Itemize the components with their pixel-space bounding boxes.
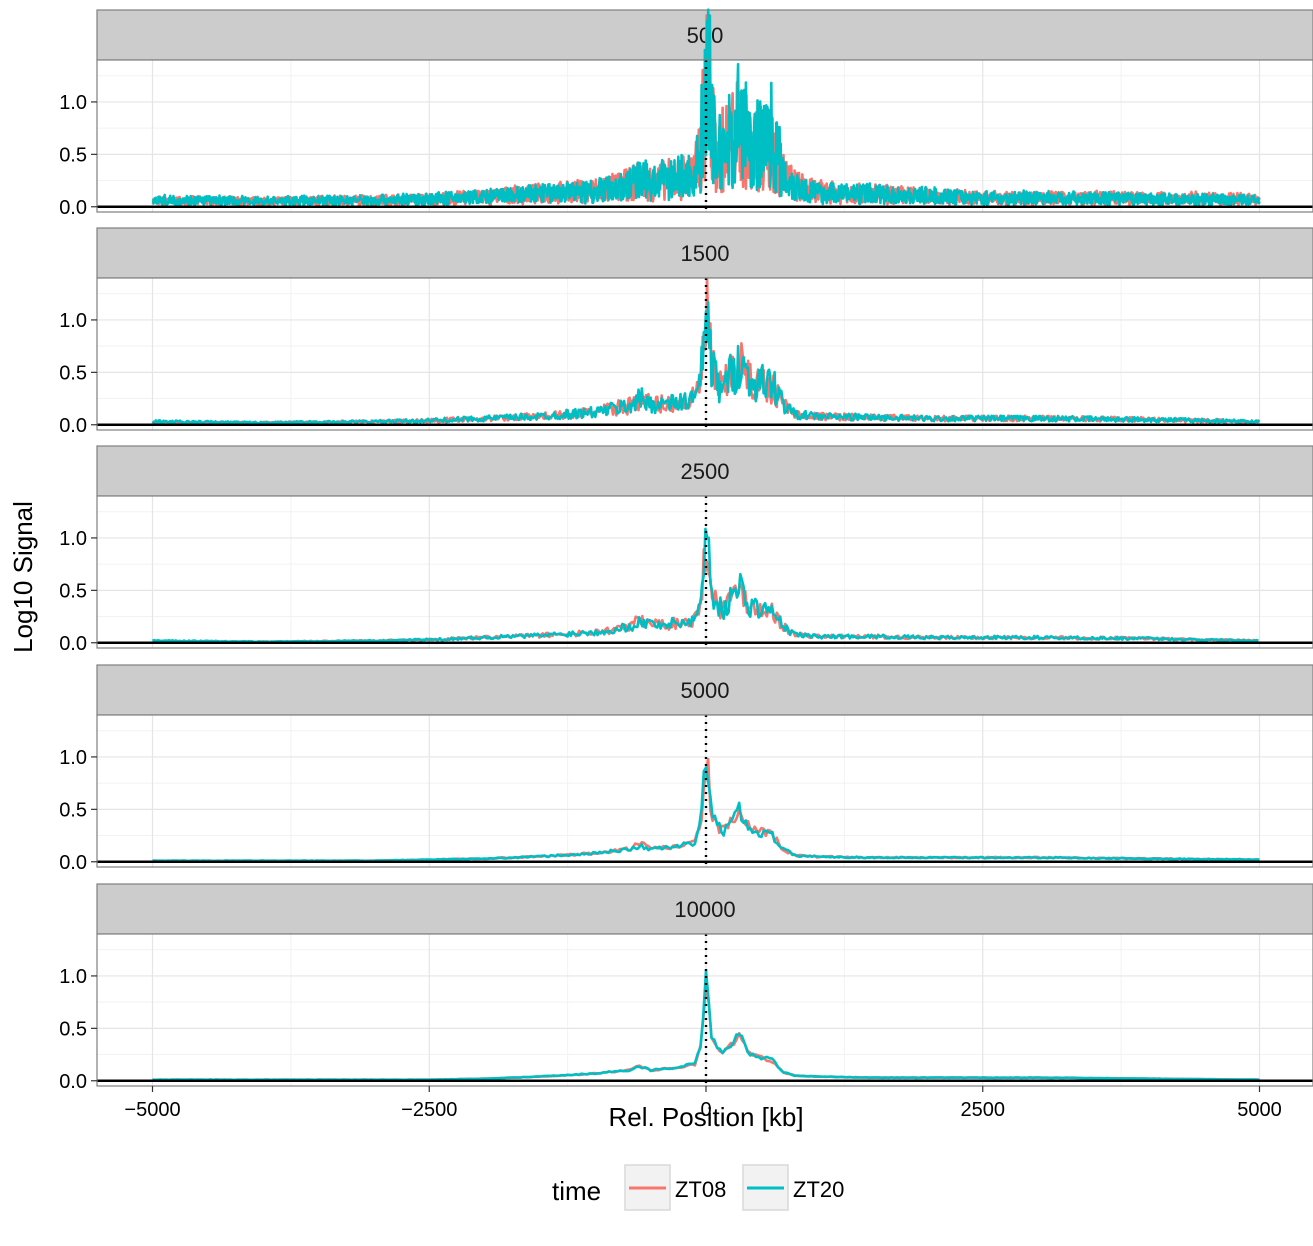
- panels-layer: 5000.00.51.015000.00.51.025000.00.51.050…: [59, 8, 1313, 1093]
- panel-1500: 1500 0.0 0.5 1.0: [59, 227, 1313, 437]
- y-tick-label: 0.5: [59, 799, 87, 821]
- y-axis-title: Log10 Signal: [8, 501, 38, 653]
- y-tick-label: 0.0: [59, 1071, 87, 1093]
- y-tick-label: 0.5: [59, 1018, 87, 1040]
- panel-10000: 10000 0.0 0.5 1.0: [59, 883, 1313, 1093]
- series-line-zt20: [151, 8, 1261, 208]
- facet-label: 10000: [674, 897, 735, 922]
- legend: time ZT08 ZT20: [552, 1164, 844, 1211]
- legend-title: time: [552, 1176, 601, 1206]
- panel-2500: 2500 0.0 0.5 1.0: [59, 445, 1313, 655]
- y-tick-label: 1.0: [59, 92, 87, 114]
- x-tick-label: −5000: [124, 1099, 180, 1121]
- y-tick-label: 1.0: [59, 528, 87, 550]
- panel-border: [96, 59, 1313, 213]
- facet-label: 1500: [681, 241, 730, 266]
- y-tick-label: 1.0: [59, 310, 87, 332]
- panel-5000: 5000 0.0 0.5 1.0: [59, 664, 1313, 874]
- facet-strip: [96, 445, 1313, 497]
- series-line-zt20: [151, 301, 1261, 425]
- gridlines: [97, 934, 1313, 1086]
- facet-strip: [96, 227, 1313, 279]
- y-tick-label: 1.0: [59, 747, 87, 769]
- legend-key-border: [624, 1164, 671, 1211]
- x-tick-label: 2500: [961, 1099, 1006, 1121]
- panel-border: [96, 933, 1313, 1087]
- x-tick-label: 0: [700, 1099, 711, 1121]
- y-tick-label: 0.0: [59, 852, 87, 874]
- panel-border: [96, 495, 1313, 649]
- x-axis-title: Rel. Position [kb]: [608, 1102, 803, 1132]
- x-axis: −5000 −2500 0 2500 5000: [124, 1086, 1282, 1121]
- x-tick-label: −2500: [401, 1099, 457, 1121]
- facet-strip: [96, 883, 1313, 935]
- panel-border: [96, 714, 1313, 868]
- facet-label: 2500: [681, 459, 730, 484]
- legend-label: ZT20: [793, 1177, 844, 1202]
- y-tick-label: 0.0: [59, 633, 87, 655]
- panel-border: [96, 277, 1313, 431]
- facet-label: 500: [687, 23, 724, 48]
- legend-key-border: [742, 1164, 789, 1211]
- x-tick-label: 5000: [1237, 1099, 1282, 1121]
- facet-label: 5000: [681, 678, 730, 703]
- y-tick-label: 0.0: [59, 197, 87, 219]
- y-tick-label: 0.5: [59, 362, 87, 384]
- panel-500: 500 0.0 0.5 1.0: [59, 8, 1313, 219]
- y-tick-label: 1.0: [59, 966, 87, 988]
- series-line-zt20: [152, 527, 1259, 644]
- legend-label: ZT08: [675, 1177, 726, 1202]
- y-tick-label: 0.0: [59, 415, 87, 437]
- y-tick-label: 0.5: [59, 144, 87, 166]
- y-tick-label: 0.5: [59, 580, 87, 602]
